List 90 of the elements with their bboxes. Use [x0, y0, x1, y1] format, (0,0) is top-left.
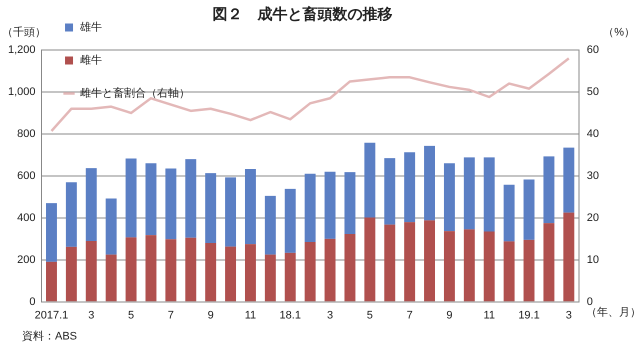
y-axis-title: （千頭）	[2, 26, 46, 39]
bar	[304, 174, 316, 242]
x-tick-label: 2017.1	[34, 309, 68, 322]
bar	[66, 246, 77, 302]
x-tick-label: 7	[168, 309, 174, 322]
bar	[165, 239, 176, 302]
bar	[244, 244, 256, 302]
x-tick-label: 19.1	[518, 309, 540, 322]
x-axis-title: （年、月）	[586, 306, 641, 318]
bar	[126, 237, 137, 302]
text: 資料：ABS	[22, 330, 78, 343]
bar	[106, 254, 117, 302]
bar	[145, 163, 156, 236]
bar	[46, 203, 57, 262]
x-tick-label: 11	[244, 309, 256, 322]
bar	[225, 246, 236, 302]
y2-tick-label: 0	[586, 296, 593, 308]
bar	[225, 177, 236, 247]
bar	[185, 159, 196, 238]
legend-label: 雌牛	[80, 54, 102, 67]
bar	[344, 172, 356, 234]
bar	[244, 168, 256, 244]
bar	[563, 148, 574, 213]
bar	[304, 242, 316, 302]
bar	[86, 168, 97, 241]
x-tick-label: 3	[566, 309, 572, 322]
y-tick-label: 1,000	[8, 86, 36, 98]
bar	[126, 158, 137, 238]
bar	[484, 157, 495, 232]
y-tick-label: 800	[17, 128, 36, 140]
x-tick-label: 11	[484, 309, 495, 322]
bar	[364, 142, 376, 218]
y2-axis-title: （%）	[603, 26, 635, 39]
bar	[364, 217, 376, 302]
y-tick-label: 0	[29, 296, 36, 308]
y2-tick-label: 40	[586, 128, 600, 140]
bar	[384, 224, 396, 302]
bar	[284, 252, 296, 302]
bar	[524, 240, 534, 302]
x-tick-label: 5	[128, 309, 134, 322]
bar	[324, 238, 336, 302]
bar	[524, 179, 534, 240]
bar	[543, 156, 554, 224]
x-tick-label: 3	[326, 309, 334, 322]
y-tick-label: 400	[17, 212, 36, 224]
bar	[264, 196, 276, 255]
legend-label: 雄牛	[79, 20, 102, 34]
bar	[384, 158, 396, 225]
bar	[563, 212, 574, 302]
y2-tick-label: 30	[586, 170, 600, 182]
y-tick-label: 200	[17, 254, 36, 266]
bar	[424, 220, 436, 302]
bar	[424, 146, 436, 220]
bar	[324, 172, 336, 239]
x-tick-label: 18.1	[280, 309, 301, 322]
bar	[205, 173, 216, 244]
bar	[444, 163, 455, 232]
bar	[464, 229, 475, 302]
y2-tick-label: 10	[586, 254, 600, 266]
x-tick-label: 9	[446, 309, 452, 322]
x-tick-label: 9	[208, 309, 214, 322]
bar	[504, 184, 515, 242]
bar	[86, 240, 97, 302]
bar	[404, 222, 416, 302]
bar	[404, 152, 416, 222]
chart-title: 図２ 成牛と畜頭数の推移	[212, 5, 392, 24]
bar	[264, 254, 276, 302]
bar	[543, 223, 554, 302]
bar	[464, 157, 475, 230]
bar	[444, 231, 455, 302]
bar	[106, 198, 117, 255]
bar	[185, 238, 196, 302]
x-tick-label: 3	[88, 309, 94, 322]
bar	[344, 234, 356, 302]
y-tick-label: 1,200	[8, 44, 36, 56]
x-tick-label: 5	[366, 309, 373, 322]
bar	[284, 188, 296, 253]
bar	[46, 262, 57, 302]
y2-tick-label: 50	[586, 86, 600, 98]
bar	[205, 243, 216, 302]
bar	[504, 241, 515, 302]
y-tick-label: 600	[17, 170, 36, 182]
legend-label: 雌牛と畜割合（右軸）	[80, 86, 190, 100]
y2-tick-label: 60	[586, 44, 600, 56]
bar	[145, 235, 156, 302]
x-tick-label: 7	[406, 309, 413, 322]
bar	[484, 232, 495, 302]
bar	[66, 182, 77, 247]
bar	[165, 168, 176, 240]
y2-tick-label: 20	[586, 212, 600, 224]
